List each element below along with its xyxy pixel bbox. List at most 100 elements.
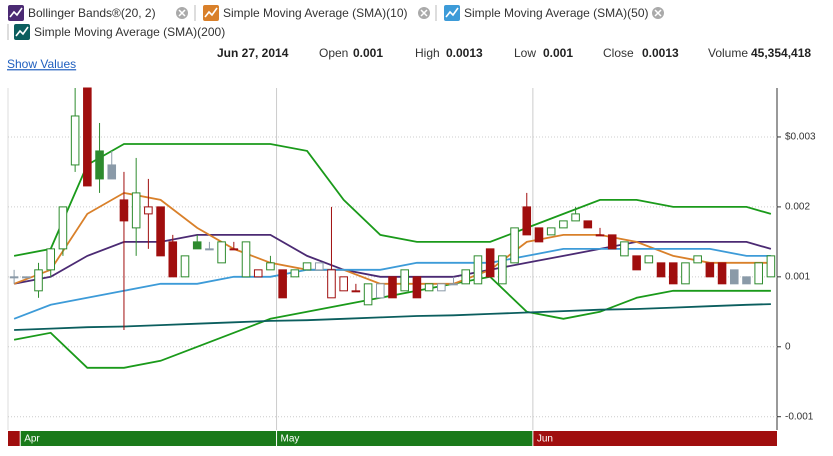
candle-body bbox=[70, 115, 80, 166]
candle-body bbox=[168, 241, 178, 278]
candle-body bbox=[83, 87, 92, 187]
candle-body bbox=[485, 248, 495, 278]
legend-label: Simple Moving Average (SMA)(50) bbox=[464, 6, 649, 20]
legend-remove-x[interactable] bbox=[420, 9, 428, 17]
y-tick-label: -0.001 bbox=[785, 411, 814, 422]
legend-label: Simple Moving Average (SMA)(200) bbox=[34, 25, 225, 39]
candle-body bbox=[376, 283, 385, 299]
candle-body bbox=[559, 220, 568, 229]
quote-value: 0.0013 bbox=[642, 46, 679, 60]
y-ticks: $0.003 0.002 0.001 0 -0.001 bbox=[777, 132, 816, 422]
quote-value: 0.001 bbox=[543, 46, 573, 60]
candle-body bbox=[351, 290, 361, 293]
candle-body bbox=[278, 269, 287, 299]
legend-icon-line bbox=[204, 7, 218, 18]
quote-label: Low bbox=[514, 46, 536, 60]
candle-body bbox=[693, 255, 702, 264]
x-tick-label: May bbox=[281, 434, 300, 445]
quote-value: 0.0013 bbox=[446, 46, 483, 60]
y-tick-label: 0.001 bbox=[785, 271, 810, 282]
bollinger-upper bbox=[13, 143, 772, 257]
quote-date: Jun 27, 2014 bbox=[217, 46, 289, 60]
candle-body bbox=[717, 262, 727, 285]
indicator-line bbox=[13, 234, 772, 285]
candle-body bbox=[339, 276, 348, 292]
candle-body bbox=[620, 241, 629, 257]
legend-icon-line bbox=[9, 7, 23, 18]
candle-body bbox=[729, 269, 739, 285]
candle-body bbox=[449, 283, 458, 286]
candle-body bbox=[180, 255, 190, 278]
y-tick-label: 0.002 bbox=[785, 202, 810, 213]
legend-label: Simple Moving Average (SMA)(10) bbox=[223, 6, 408, 20]
quote-label: High bbox=[415, 46, 440, 60]
candle-body bbox=[363, 283, 373, 306]
candle-body bbox=[681, 262, 690, 285]
legend-icon-line bbox=[15, 26, 29, 37]
period-segment bbox=[8, 431, 21, 446]
candle-body bbox=[668, 262, 678, 285]
x-tick-label: Apr bbox=[24, 434, 40, 445]
quote-value: 0.001 bbox=[353, 46, 383, 60]
candle-body bbox=[412, 276, 422, 299]
quote-label: Volume bbox=[708, 46, 748, 60]
candle-body bbox=[156, 206, 165, 257]
candle-body bbox=[205, 248, 214, 251]
candle-body bbox=[95, 150, 104, 180]
period-segment bbox=[20, 431, 277, 446]
x-tick-label: Jun bbox=[537, 434, 553, 445]
quote-bar: Jun 27, 2014 Open 0.001 High 0.0013 Low 0.001 C… bbox=[217, 46, 811, 60]
overlays bbox=[13, 143, 772, 369]
indicator-line bbox=[14, 303, 771, 331]
legend-label: Bollinger Bands®(20, 2) bbox=[28, 6, 156, 20]
candle-body bbox=[595, 234, 605, 237]
candle-body bbox=[314, 262, 324, 271]
candle-body bbox=[9, 276, 19, 279]
candle-body bbox=[766, 255, 776, 278]
candle-body bbox=[192, 241, 202, 250]
candle-body bbox=[461, 269, 471, 285]
candle-body bbox=[571, 213, 580, 222]
candle-body bbox=[229, 248, 239, 251]
period-segment bbox=[276, 431, 533, 446]
candle-body bbox=[424, 283, 434, 292]
candle-body bbox=[266, 262, 275, 271]
candle-body bbox=[607, 234, 617, 250]
candle-body bbox=[46, 248, 56, 271]
candle-body bbox=[58, 206, 68, 250]
candle-body bbox=[388, 276, 397, 299]
candle-body bbox=[302, 262, 312, 271]
period-bar: Apr May Jun bbox=[8, 431, 777, 446]
candle-body bbox=[437, 283, 446, 292]
candle-body bbox=[34, 269, 43, 292]
bollinger-lower bbox=[13, 275, 771, 369]
legend-remove-x[interactable] bbox=[654, 9, 662, 17]
period-segment bbox=[532, 431, 777, 446]
candle-body bbox=[656, 262, 666, 278]
candle-body bbox=[22, 276, 31, 279]
candle-body bbox=[705, 262, 715, 278]
y-tick-label: 0 bbox=[785, 341, 791, 352]
legend: Bollinger Bands®(20, 2) Simple Moving Ave… bbox=[7, 5, 664, 40]
quote-label: Open bbox=[319, 46, 348, 60]
candle-body bbox=[253, 269, 263, 278]
candle-body bbox=[473, 255, 483, 285]
candle-body bbox=[510, 227, 519, 264]
candle-body bbox=[217, 241, 226, 264]
candles bbox=[9, 87, 776, 330]
candle-body bbox=[583, 220, 593, 229]
candle-body bbox=[522, 206, 532, 236]
candle-body bbox=[290, 269, 300, 278]
legend-icon-line bbox=[445, 7, 459, 18]
candle-body bbox=[632, 255, 641, 271]
quote-value: 45,354,418 bbox=[751, 46, 811, 60]
candle-body bbox=[107, 164, 117, 180]
candle-body bbox=[498, 255, 507, 285]
legend-remove-x[interactable] bbox=[178, 9, 186, 17]
candle-body bbox=[644, 255, 654, 264]
candle-body bbox=[144, 206, 153, 215]
candle-body bbox=[241, 241, 251, 278]
show-values-link[interactable]: Show Values bbox=[7, 57, 76, 71]
